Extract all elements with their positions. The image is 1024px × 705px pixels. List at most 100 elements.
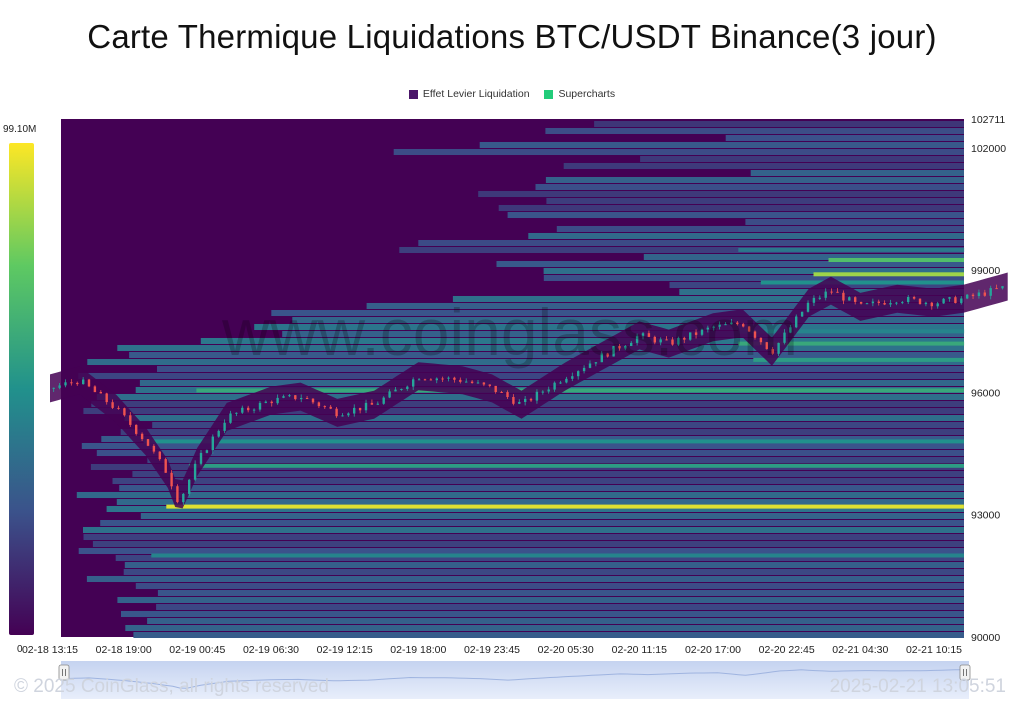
heatmap-cell	[78, 548, 964, 554]
candle	[518, 402, 521, 404]
candle	[453, 377, 456, 380]
heatmap-cell	[556, 226, 964, 232]
candle	[217, 430, 220, 437]
liquidation-level	[738, 329, 965, 334]
y-tick-label: 102711	[971, 114, 1005, 126]
candle	[470, 381, 474, 383]
candle	[170, 472, 173, 487]
legend-label-supercharts: Supercharts	[558, 88, 616, 100]
candle	[930, 302, 933, 307]
candle	[665, 339, 668, 341]
candle	[370, 402, 374, 405]
candle	[105, 393, 108, 403]
candle	[759, 337, 763, 343]
heatmap-cell	[478, 191, 964, 197]
navigator-series	[60, 669, 970, 689]
liquidation-level	[738, 247, 965, 252]
heatmap-cell	[200, 338, 965, 344]
candle	[889, 302, 892, 305]
candle	[258, 402, 262, 410]
candle	[842, 292, 845, 301]
candle	[753, 331, 757, 338]
heatmap-cell	[101, 436, 965, 442]
candle	[565, 378, 568, 383]
candle	[647, 333, 651, 337]
candle	[936, 303, 939, 307]
heatmap-cell	[125, 625, 965, 631]
candle	[241, 407, 244, 413]
legend-item-supercharts[interactable]: Supercharts	[544, 88, 615, 100]
candle	[588, 363, 592, 368]
liquidation-level	[753, 357, 964, 362]
legend-item-liquidation[interactable]: Effet Levier Liquidation	[408, 88, 530, 100]
heatmap-cell	[83, 527, 964, 533]
heatmap-cell	[124, 562, 965, 568]
liquidation-level	[738, 341, 965, 346]
heatmap-cell	[119, 485, 964, 491]
x-tick-label: 02-18 19:00	[96, 644, 152, 656]
candle	[211, 436, 214, 451]
heatmap-cell	[418, 240, 964, 246]
heatmap-cell	[594, 121, 964, 127]
candle	[677, 337, 680, 345]
x-tick-label: 02-19 00:45	[169, 644, 225, 656]
candle	[229, 413, 232, 423]
candle	[99, 392, 102, 394]
candle	[270, 401, 273, 404]
candle	[742, 324, 745, 327]
candle	[995, 288, 998, 290]
candle	[423, 379, 427, 381]
candle	[600, 353, 603, 363]
candle	[459, 379, 462, 382]
candle	[382, 397, 385, 404]
candle	[824, 291, 827, 298]
candle	[582, 367, 586, 372]
candle	[205, 450, 209, 453]
navigator-handle-right[interactable]	[959, 664, 971, 681]
candle	[795, 316, 798, 328]
candle	[52, 387, 55, 389]
x-tick-label: 02-19 18:00	[390, 644, 446, 656]
heatmap-cell	[393, 149, 964, 155]
candle	[771, 349, 774, 354]
heatmap-cell	[543, 268, 964, 274]
candle	[535, 391, 539, 401]
candle	[506, 392, 509, 397]
x-tick-label: 02-18 13:15	[22, 644, 78, 656]
navigator-handle-left[interactable]	[58, 664, 70, 681]
candle	[117, 407, 120, 409]
legend-label-liquidation: Effet Levier Liquidation	[422, 88, 530, 100]
candle	[1001, 286, 1004, 289]
legend-swatch-supercharts	[544, 89, 554, 99]
candle	[553, 382, 556, 390]
colorbar-min-label: 0	[17, 644, 23, 655]
x-tick-label: 02-20 17:00	[685, 644, 741, 656]
candle	[288, 395, 291, 397]
heatmap-cell	[96, 450, 965, 456]
heatmap-cell	[479, 142, 964, 148]
heatmap-cell	[152, 422, 964, 428]
heatmap-cell	[254, 324, 964, 330]
candle	[641, 333, 645, 337]
candle	[276, 397, 279, 404]
candle	[924, 302, 928, 305]
candle	[630, 342, 633, 346]
candle	[659, 339, 662, 343]
candle	[394, 389, 397, 392]
heatmap-cell	[87, 359, 965, 365]
heatmap-cell	[640, 156, 964, 162]
candle	[529, 398, 533, 401]
heatmap-cell	[78, 373, 965, 379]
candle	[164, 459, 167, 473]
candle	[406, 386, 409, 389]
candle	[671, 339, 674, 345]
candle	[971, 294, 975, 297]
x-tick-label: 02-21 04:30	[832, 644, 888, 656]
candle	[818, 297, 821, 299]
heatmap-cell	[117, 345, 965, 351]
heatmap-cell	[86, 576, 964, 582]
heatmap-cell	[643, 254, 964, 260]
candle	[123, 408, 126, 416]
candle	[252, 409, 256, 411]
candle	[700, 329, 704, 335]
